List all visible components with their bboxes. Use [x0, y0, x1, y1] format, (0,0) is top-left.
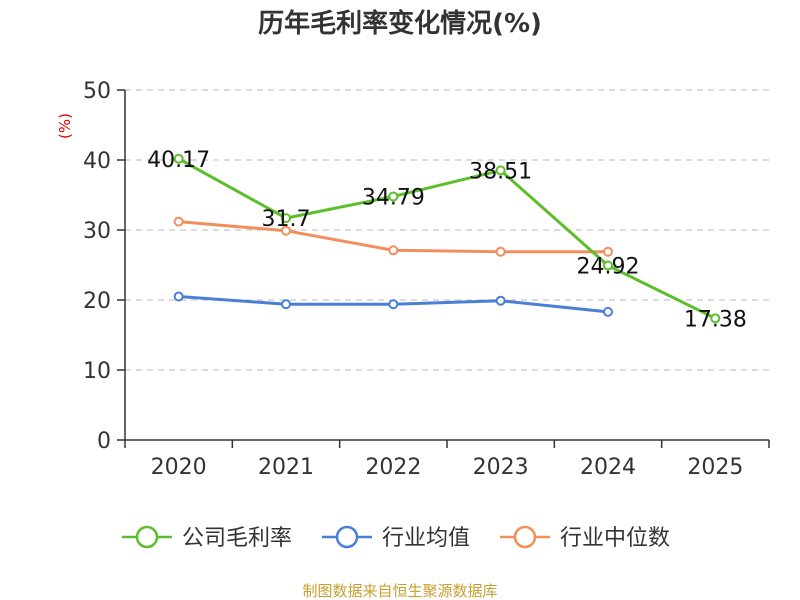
y-tick-label: 30: [83, 219, 111, 244]
x-tick-label: 2025: [687, 455, 743, 480]
data-point: [173, 216, 184, 227]
data-label: 34.79: [362, 185, 425, 210]
y-tick-label: 0: [97, 429, 111, 454]
x-tick-label: 2020: [151, 455, 207, 480]
y-tick-label: 20: [83, 289, 111, 314]
data-point: [173, 153, 184, 164]
data-point: [388, 191, 399, 202]
data-point: [603, 246, 613, 257]
data-point: [495, 295, 506, 306]
series-line: [177, 157, 716, 320]
data-point: [495, 246, 506, 257]
chart-title: 历年毛利率变化情况(%): [258, 8, 542, 39]
series-layer: [173, 153, 721, 324]
x-tick-label: 2024: [580, 455, 636, 480]
data-labels: 40.17 31.7 34.79 38.51 24.92 17.38: [147, 148, 747, 333]
y-tick-label: 50: [83, 79, 111, 104]
x-tick-label: 2022: [365, 455, 421, 480]
data-label: 38.51: [469, 159, 532, 184]
data-point: [710, 313, 721, 324]
data-label: 40.17: [147, 148, 210, 173]
legend: 公司毛利率 行业均值 行业中位数: [122, 525, 670, 551]
data-label: 24.92: [577, 255, 640, 280]
data-label: 17.38: [684, 307, 747, 332]
data-point: [495, 165, 506, 176]
data-point: [603, 260, 613, 271]
y-tick-label: 10: [83, 359, 111, 384]
legend-marker: [135, 525, 159, 549]
y-axis-unit: (%): [56, 113, 74, 139]
legend-label: 行业均值: [382, 526, 470, 551]
x-tick-label: 2023: [473, 455, 529, 480]
axes: 0 10 20 30 40 50 2020 2021 2022 2023 2024 2025: [83, 79, 770, 480]
data-label: 31.7: [262, 207, 311, 232]
legend-label: 公司毛利率: [182, 526, 292, 551]
data-point: [281, 299, 291, 310]
legend-marker: [513, 525, 537, 549]
data-point: [388, 299, 399, 310]
data-point: [281, 213, 291, 224]
gridlines: [125, 89, 769, 371]
y-tick-label: 40: [83, 149, 111, 174]
legend-label: 行业中位数: [560, 526, 670, 551]
data-point: [281, 225, 291, 236]
source-note: 制图数据来自恒生聚源数据库: [302, 582, 497, 600]
data-point: [173, 291, 184, 302]
x-tick-label: 2021: [258, 455, 314, 480]
data-point: [388, 245, 399, 256]
data-point: [603, 306, 613, 317]
legend-marker: [335, 525, 359, 549]
